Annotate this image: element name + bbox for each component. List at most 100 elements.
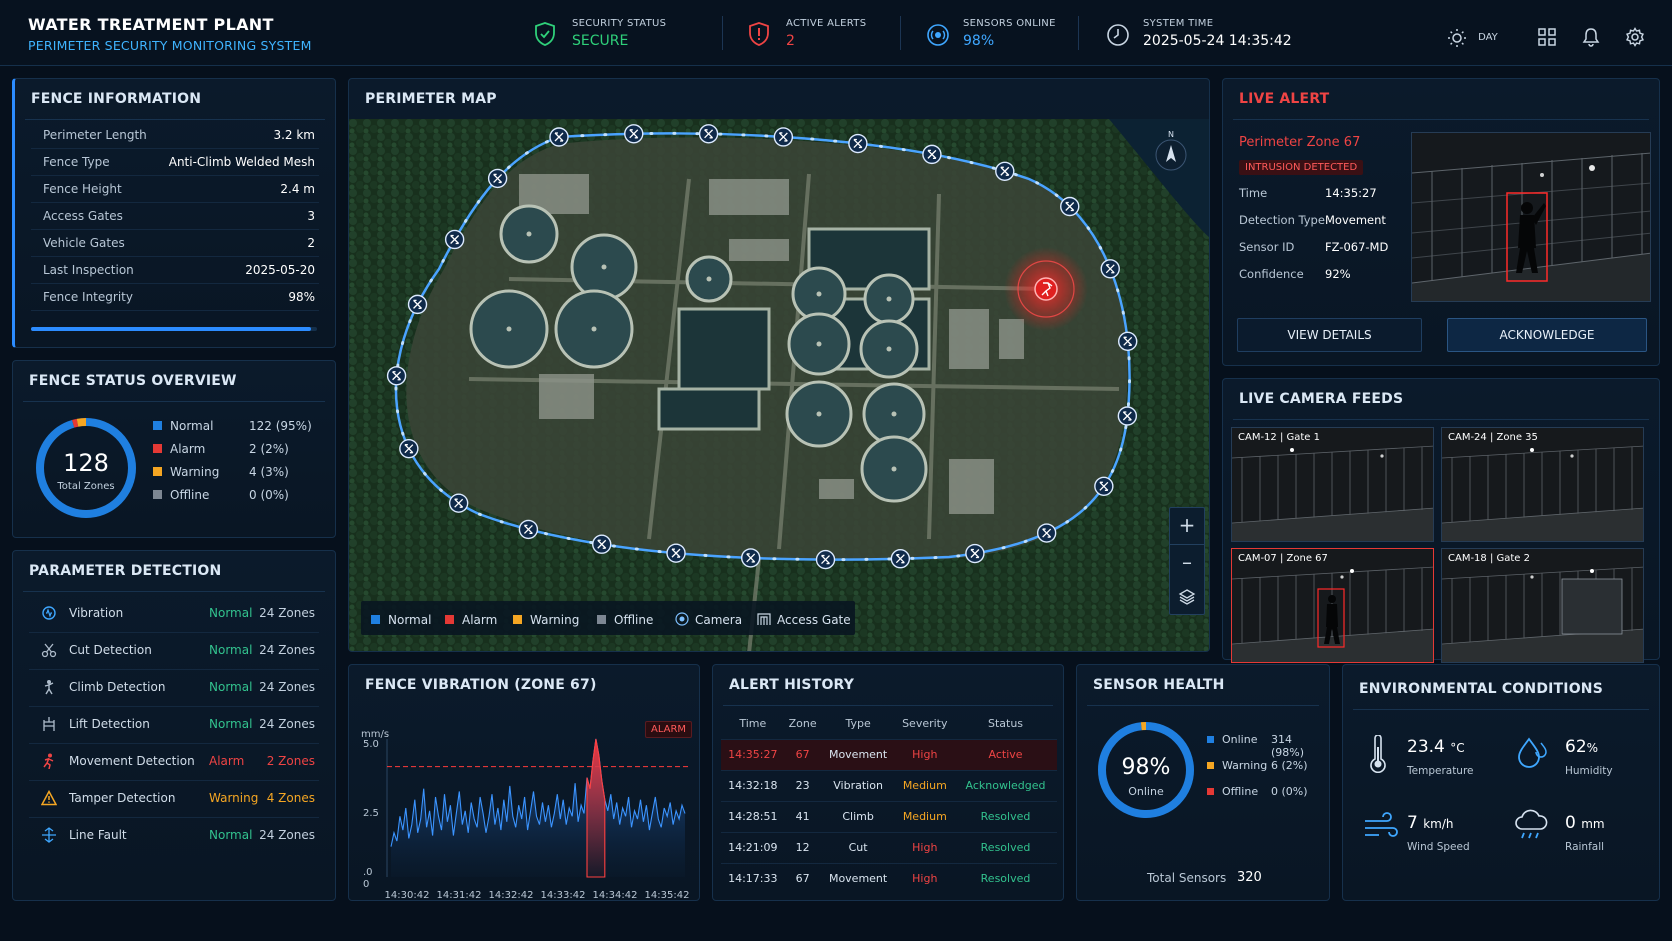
- fence-vibration-panel: FENCE VIBRATION (ZONE 67) ALARM mm/s 5.0…: [348, 664, 700, 901]
- map-camera-marker-icon[interactable]: [624, 124, 644, 144]
- map-camera-marker-icon[interactable]: [1094, 476, 1114, 496]
- acknowledge-button[interactable]: ACKNOWLEDGE: [1447, 318, 1647, 352]
- camera-feed[interactable]: CAM-12 | Gate 1: [1231, 427, 1434, 542]
- table-row[interactable]: 14:17:33 67 Movement High Resolved: [721, 862, 1057, 894]
- map-camera-marker-icon[interactable]: [399, 438, 419, 459]
- map-camera-marker-icon[interactable]: [1100, 259, 1120, 279]
- alert-detail-key: Time: [1239, 186, 1268, 200]
- detection-zones: 24 Zones: [259, 828, 315, 842]
- map-camera-marker-icon[interactable]: [592, 534, 612, 554]
- zoom-in-icon[interactable]: +: [1178, 513, 1196, 537]
- map-camera-marker-icon[interactable]: [741, 548, 761, 568]
- map-camera-marker-icon[interactable]: [890, 549, 911, 569]
- legend-swatch: [153, 467, 162, 476]
- map-camera-marker-icon[interactable]: [1036, 523, 1057, 543]
- detection-zones: 24 Zones: [259, 606, 315, 620]
- scissors-icon: [41, 643, 57, 658]
- alert-status-cell: Resolved: [954, 800, 1057, 832]
- camera-feeds-panel: LIVE CAMERA FEEDS CAM-12 | Gate 1 CAM-24 …: [1222, 378, 1660, 663]
- camera-legend: Camera: [675, 612, 742, 627]
- map-camera-marker-icon[interactable]: [444, 229, 465, 250]
- alert-zone-cell: 67: [784, 738, 821, 770]
- y-axis-label: mm/s: [361, 729, 389, 740]
- layers-icon[interactable]: [1178, 588, 1196, 606]
- table-row[interactable]: 14:35:27 67 Movement High Active: [721, 738, 1057, 770]
- sensor-online-label: Online: [1128, 785, 1164, 798]
- sensor-online-percent: 98%: [1121, 755, 1171, 780]
- camera-feeds-title: LIVE CAMERA FEEDS: [1239, 391, 1404, 407]
- fence-info-title: FENCE INFORMATION: [31, 91, 202, 107]
- camera-feed[interactable]: CAM-24 | Zone 35: [1441, 427, 1644, 542]
- alert-camera-snapshot[interactable]: [1411, 132, 1651, 302]
- grid-icon[interactable]: [1538, 28, 1556, 46]
- total-sensors-label: Total Sensors: [1147, 871, 1227, 885]
- bell-icon[interactable]: [1582, 27, 1600, 47]
- camera-feed-label: CAM-18 | Gate 2: [1448, 553, 1531, 564]
- live-alert-panel: LIVE ALERT Perimeter Zone 67 INTRUSION D…: [1222, 78, 1660, 366]
- map-camera-marker-icon[interactable]: [848, 133, 868, 154]
- alert-detail-value: Movement: [1325, 213, 1386, 227]
- gear-icon[interactable]: [1625, 27, 1645, 47]
- map-camera-marker-icon[interactable]: [666, 543, 686, 563]
- camera-feed[interactable]: CAM-07 | Zone 67: [1231, 548, 1434, 663]
- map-camera-marker-icon[interactable]: [518, 519, 539, 540]
- system-time: SYSTEM TIME 2025-05-24 14:35:42: [1143, 18, 1292, 49]
- fence-info-value: 2025-05-20: [245, 263, 315, 277]
- fence-status-title: FENCE STATUS OVERVIEW: [29, 373, 237, 389]
- perimeter-map-panel: PERIMETER MAP: [348, 78, 1210, 652]
- total-zones-label: Total Zones: [57, 481, 115, 492]
- detection-zones: 4 Zones: [266, 791, 315, 805]
- table-row[interactable]: 14:28:51 41 Climb Medium Resolved: [721, 800, 1057, 832]
- lift-icon: [43, 717, 55, 731]
- detection-name: Climb Detection: [69, 680, 166, 694]
- map-camera-marker-icon[interactable]: [1118, 331, 1138, 352]
- alert-type-cell: Movement: [820, 738, 896, 770]
- map-camera-marker-icon[interactable]: [448, 493, 469, 513]
- map-camera-marker-icon[interactable]: [815, 549, 836, 570]
- camera-feed-image: [1232, 549, 1433, 662]
- alert-zone-cell: 23: [784, 769, 821, 801]
- table-row[interactable]: 14:21:09 12 Cut High Resolved: [721, 831, 1057, 863]
- map-legend: Normal Alarm Warning Offline Camera Acce…: [361, 601, 855, 635]
- fence-info-row: Fence Height 2.4 m: [31, 175, 319, 203]
- map-camera-marker-icon[interactable]: [773, 127, 794, 147]
- map-camera-marker-icon[interactable]: [922, 144, 942, 165]
- fence-info-key: Perimeter Length: [43, 128, 147, 142]
- map-camera-marker-icon[interactable]: [1060, 196, 1080, 217]
- alert-time-cell: 14:35:27: [721, 738, 785, 770]
- sensor-legend-item: Offline 0 (0%): [1207, 785, 1327, 798]
- intrusion-marker-icon[interactable]: [1034, 277, 1058, 301]
- map-camera-marker-icon[interactable]: [1117, 406, 1138, 426]
- alert-severity-cell: High: [895, 862, 955, 894]
- x-tick-label: 14:35:42: [645, 890, 690, 901]
- map-camera-marker-icon[interactable]: [487, 168, 508, 189]
- alert-time-cell: 14:32:18: [721, 769, 785, 801]
- table-row[interactable]: 14:32:18 23 Vibration Medium Acknowledged: [721, 769, 1057, 801]
- x-tick-label: 14:34:42: [593, 890, 638, 901]
- map-camera-marker-icon[interactable]: [698, 124, 719, 144]
- map-camera-marker-icon[interactable]: [386, 366, 407, 386]
- zoom-out-icon[interactable]: –: [1170, 544, 1204, 580]
- view-details-button[interactable]: VIEW DETAILS: [1237, 318, 1422, 352]
- alert-detail-value: 92%: [1325, 267, 1351, 281]
- day-mode-toggle[interactable]: DAY: [1447, 27, 1498, 47]
- sensors-online: SENSORS ONLINE 98%: [963, 18, 1056, 49]
- detection-row: Tamper Detection Warning 4 Zones: [29, 779, 319, 818]
- compass-label: N: [1168, 130, 1174, 139]
- detection-status: Normal: [209, 680, 253, 694]
- alert-zone-cell: 41: [784, 800, 821, 832]
- intrusion-badge: INTRUSION DETECTED: [1239, 160, 1364, 175]
- thermometer-icon: [1370, 735, 1386, 773]
- map-camera-marker-icon[interactable]: [549, 127, 569, 147]
- map-camera-marker-icon[interactable]: [407, 294, 428, 315]
- detection-name: Movement Detection: [69, 754, 195, 768]
- perimeter-map-canvas[interactable]: N: [349, 119, 1210, 652]
- map-camera-marker-icon[interactable]: [995, 161, 1015, 181]
- zone-legend-item: Offline 0 (0%): [153, 488, 323, 502]
- fence-info-row: Access Gates 3: [31, 202, 319, 230]
- sensor-health-title: SENSOR HEALTH: [1093, 677, 1225, 693]
- camera-feed[interactable]: CAM-18 | Gate 2: [1441, 548, 1644, 663]
- y-tick-label: 5.0: [363, 739, 379, 750]
- map-camera-marker-icon[interactable]: [965, 543, 985, 564]
- parameter-detection-panel: PARAMETER DETECTION Vibration Normal 24 Zo…: [12, 550, 336, 901]
